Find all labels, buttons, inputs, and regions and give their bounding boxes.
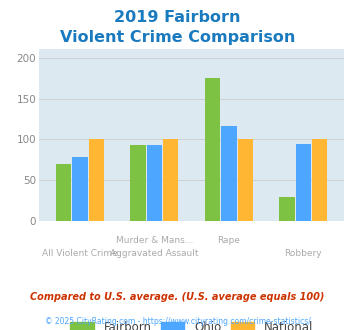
Text: Aggravated Assault: Aggravated Assault [110,249,199,258]
Text: © 2025 CityRating.com - https://www.cityrating.com/crime-statistics/: © 2025 CityRating.com - https://www.city… [45,317,310,326]
Text: Robbery: Robbery [285,249,322,258]
Bar [279,197,295,221]
Text: Rape: Rape [218,236,240,245]
Bar [296,144,311,221]
Bar [56,164,71,221]
Bar [205,78,220,221]
Bar [72,156,88,221]
Bar [131,145,146,221]
Bar [238,139,253,221]
Bar [89,139,104,221]
Bar [163,139,179,221]
Text: 2019 Fairborn: 2019 Fairborn [114,10,241,25]
Bar [312,139,327,221]
Text: Compared to U.S. average. (U.S. average equals 100): Compared to U.S. average. (U.S. average … [30,292,325,302]
Text: Violent Crime Comparison: Violent Crime Comparison [60,30,295,45]
Legend: Fairborn, Ohio, National: Fairborn, Ohio, National [66,316,318,330]
Text: Murder & Mans...: Murder & Mans... [116,236,193,245]
Bar [147,145,162,221]
Text: All Violent Crime: All Violent Crime [42,249,118,258]
Bar [221,126,236,221]
